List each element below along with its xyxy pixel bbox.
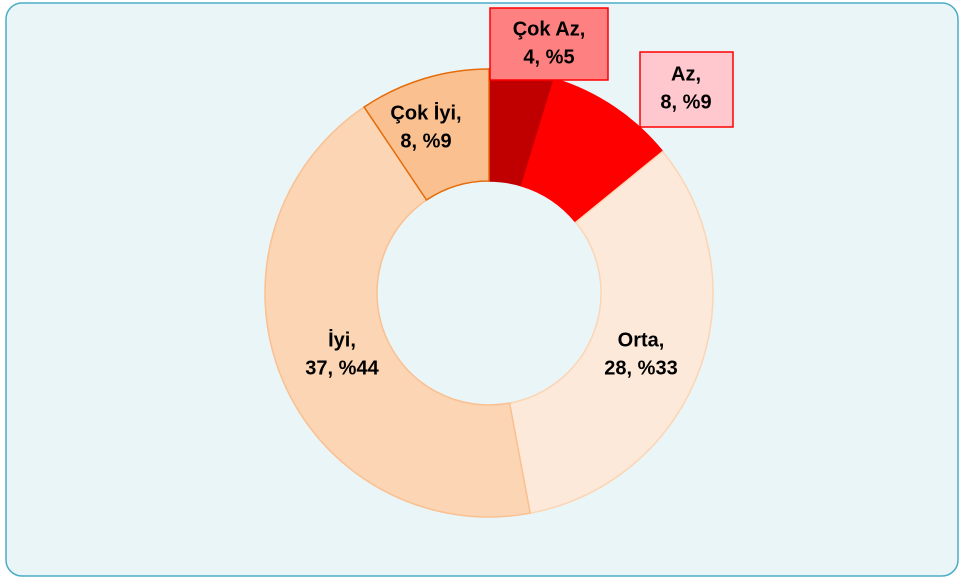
data-label-category: Az, <box>671 63 701 85</box>
data-label-value: 28, %33 <box>604 357 677 379</box>
label-box <box>489 7 609 81</box>
label-box <box>639 51 734 128</box>
data-label-value: 8, %9 <box>660 91 711 113</box>
data-label-category: Çok İyi, <box>390 101 461 124</box>
chart-background <box>5 2 959 577</box>
data-label-value: 4, %5 <box>523 46 574 68</box>
data-label-value: 37, %44 <box>305 357 379 379</box>
donut-slice <box>363 68 490 202</box>
data-label-category: Çok Az, <box>513 18 586 40</box>
data-label-category: Orta, <box>618 329 665 351</box>
donut-slice <box>508 150 714 515</box>
donut-slice <box>264 105 532 518</box>
data-label-value: 8, %9 <box>400 130 451 152</box>
data-label-category: İyi, <box>328 328 356 351</box>
